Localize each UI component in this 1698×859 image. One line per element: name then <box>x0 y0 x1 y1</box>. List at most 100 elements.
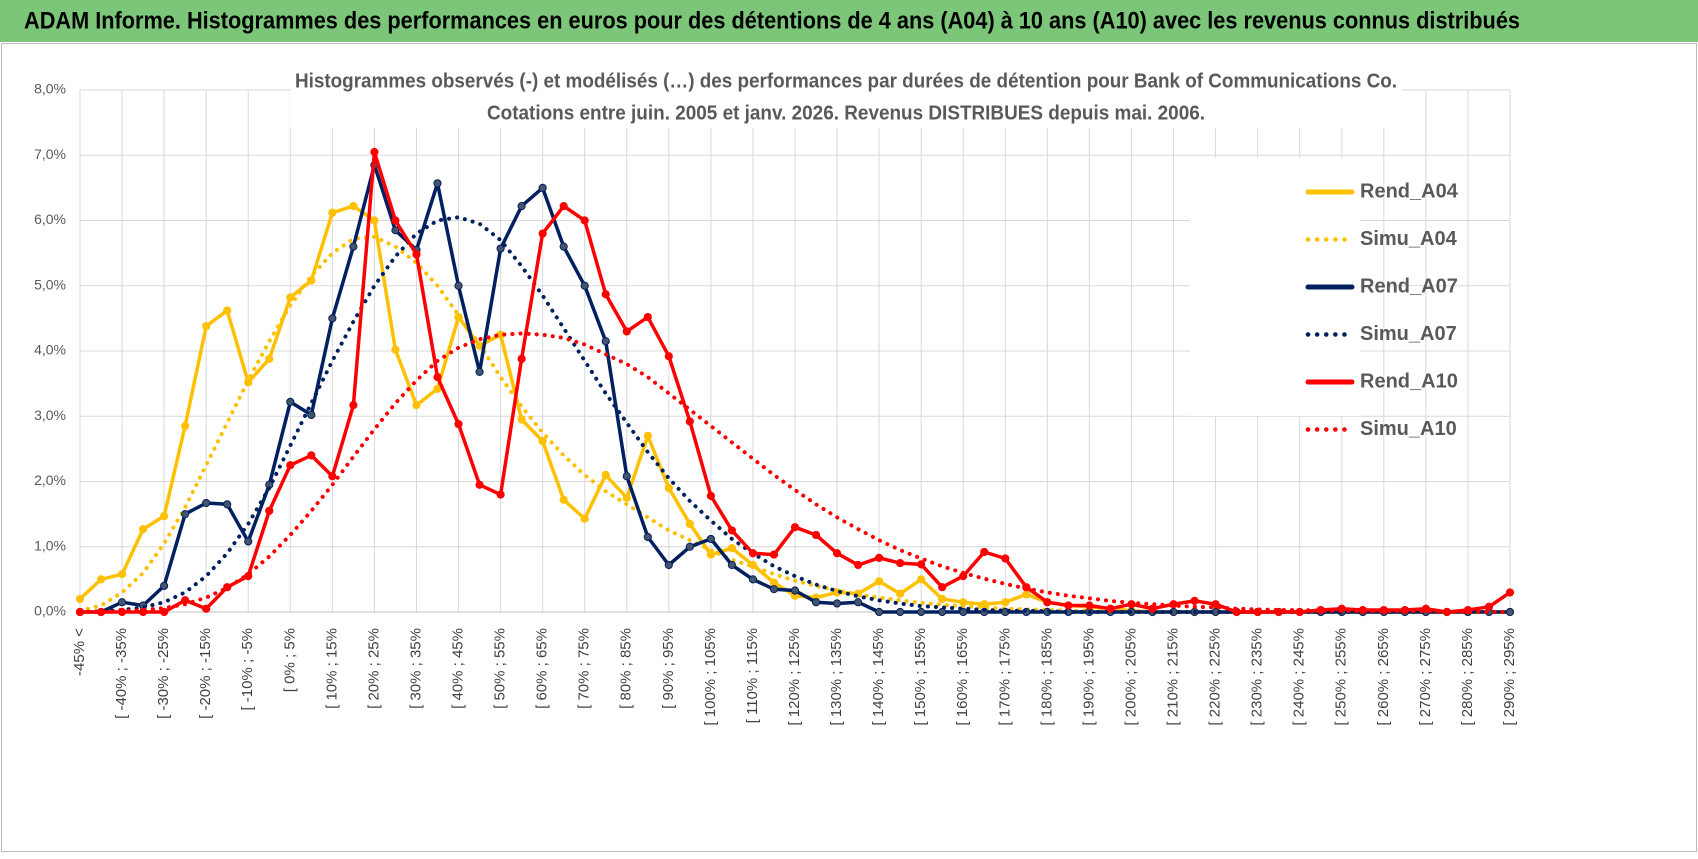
data-point <box>685 417 694 426</box>
x-tick-label: [ 40% ; 45% <box>449 628 466 709</box>
data-point <box>328 208 337 217</box>
data-point <box>181 421 190 431</box>
data-point <box>917 560 926 569</box>
data-point <box>538 183 547 192</box>
legend-label: Rend_A10 <box>1360 370 1458 392</box>
chart-frame <box>1 43 1697 852</box>
legend-label: Rend_A04 <box>1360 180 1459 202</box>
series-line <box>78 215 1512 614</box>
data-point <box>370 147 379 157</box>
data-point <box>412 250 421 259</box>
plot: 0,0% 1,0% 2,0% 3,0% 4,0% 5,0% 6,0% 7,0% 8,0% -45%… <box>34 81 1518 726</box>
data-point <box>1190 596 1199 606</box>
data-point <box>160 511 169 521</box>
data-point <box>601 470 610 480</box>
data-point <box>559 242 568 251</box>
x-tick-label: [ 70% ; 75% <box>576 628 593 709</box>
data-point <box>202 322 211 331</box>
data-point <box>896 607 905 617</box>
data-point <box>286 461 295 470</box>
x-tick-label: [ 10% ; 15% <box>323 628 340 709</box>
x-tick-label: [ 290% ; 295% <box>1501 628 1518 726</box>
data-point <box>265 506 274 515</box>
data-point <box>454 281 463 290</box>
y-tick-label: 1,0% <box>34 537 66 553</box>
x-tick-label: [ 100% ; 105% <box>702 628 719 726</box>
data-point <box>349 202 358 211</box>
x-tick-label: [ 0% ; 5% <box>281 628 298 692</box>
data-point <box>580 216 589 225</box>
x-tick-label: [ 160% ; 165% <box>954 628 971 726</box>
data-point <box>896 589 905 598</box>
data-point <box>643 431 652 440</box>
data-point <box>286 397 295 406</box>
data-point <box>685 542 694 551</box>
data-point <box>496 490 505 499</box>
x-tick-label: [ 200% ; 205% <box>1122 628 1139 726</box>
data-point <box>181 510 190 519</box>
data-point <box>1001 554 1010 563</box>
x-tick-label: [ 180% ; 185% <box>1038 628 1055 726</box>
x-tick-label: [ -40% ; -35% <box>113 628 130 719</box>
data-point <box>601 337 610 346</box>
data-point <box>454 419 463 429</box>
data-point <box>1001 598 1010 607</box>
data-point <box>1085 601 1094 610</box>
data-point <box>1484 602 1494 611</box>
data-point <box>307 451 316 460</box>
data-point <box>664 560 673 570</box>
data-point <box>391 345 400 354</box>
series-line <box>78 331 1512 614</box>
data-point <box>286 293 295 302</box>
x-tick-label: [ 110% ; 115% <box>744 628 761 723</box>
y-tick-label: 8,0% <box>34 81 66 97</box>
x-tick-label: [ 130% ; 135% <box>828 628 845 726</box>
data-point <box>917 575 926 584</box>
data-point <box>475 367 484 376</box>
x-tick-label: [ 140% ; 145% <box>870 628 887 726</box>
data-point <box>517 202 526 211</box>
data-point <box>391 216 400 225</box>
data-point <box>433 179 442 188</box>
data-point <box>727 543 737 553</box>
data-point <box>559 495 568 504</box>
x-tick-label: [ -10% ; -5% <box>239 628 256 711</box>
data-point <box>685 519 694 529</box>
y-tick-label: 6,0% <box>34 211 66 227</box>
data-point <box>349 401 358 410</box>
legend-label: Simu_A10 <box>1360 418 1457 440</box>
data-point <box>1043 598 1052 607</box>
data-point <box>202 498 211 508</box>
data-point <box>1106 604 1115 613</box>
data-point <box>96 575 106 584</box>
data-point <box>117 598 127 607</box>
data-point <box>328 314 337 323</box>
data-point <box>1022 590 1031 599</box>
y-tick-label: 2,0% <box>34 472 66 488</box>
data-point <box>244 537 253 546</box>
y-tick-label: 3,0% <box>34 407 66 423</box>
x-tick-label: [ 190% ; 195% <box>1080 628 1097 726</box>
data-point <box>938 607 947 617</box>
data-point <box>412 401 421 410</box>
data-point <box>265 354 274 363</box>
chart-title: Histogrammes observés (-) et modélisés (… <box>295 70 1397 92</box>
data-point <box>160 581 169 591</box>
x-tick-label: [ 230% ; 235% <box>1249 628 1266 726</box>
x-tick-label: [ 170% ; 175% <box>996 628 1013 726</box>
data-point <box>370 216 379 225</box>
data-point <box>328 472 337 481</box>
data-point <box>622 472 631 481</box>
data-point <box>223 500 232 509</box>
x-tick-label: [ -30% ; -25% <box>155 628 172 719</box>
legend-label: Simu_A04 <box>1360 228 1458 250</box>
data-point <box>748 549 758 558</box>
data-point <box>706 491 715 500</box>
data-point <box>643 312 652 322</box>
x-tick-label: [ 60% ; 65% <box>534 628 551 709</box>
data-point <box>433 373 442 382</box>
data-point <box>1505 588 1515 597</box>
data-point <box>601 290 610 299</box>
data-point <box>832 549 842 558</box>
